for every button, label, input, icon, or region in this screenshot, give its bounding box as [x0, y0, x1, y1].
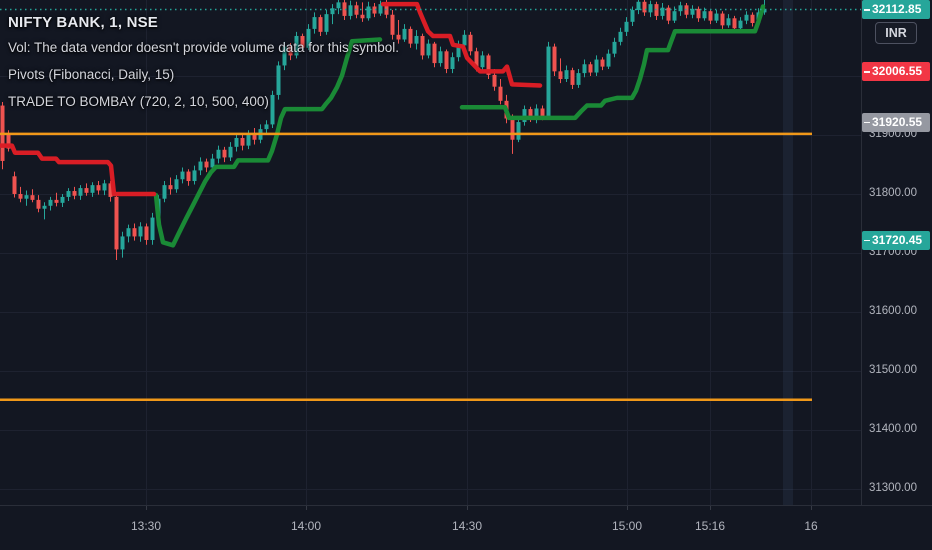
time-axis-tick: [710, 506, 711, 510]
time-axis-tick: [467, 506, 468, 510]
legend-pivots-indicator[interactable]: Pivots (Fibonacci, Daily, 15): [8, 67, 175, 82]
time-axis-label: 15:00: [611, 519, 643, 533]
session-highlight-band: [783, 0, 793, 505]
price-axis[interactable]: 31900.00 31800.00 31700.00 31600.00 31500.00…: [861, 0, 932, 506]
axis-tick: [864, 71, 870, 73]
indicator-teal-badge: 31720.45: [862, 230, 930, 250]
axis-tick: [864, 9, 870, 11]
supertrend-up-line: [153, 4, 766, 248]
price-axis-label: 31800.00: [869, 186, 917, 199]
symbol-title[interactable]: NIFTY BANK, 1, NSE: [8, 14, 159, 31]
legend-strategy-indicator[interactable]: TRADE TO BOMBAY (720, 2, 10, 500, 400): [8, 94, 269, 109]
time-axis-tick: [811, 506, 812, 510]
price-axis-label: 31600.00: [869, 304, 917, 317]
supertrend-down-line: [0, 1, 543, 197]
price-axis-label: 31500.00: [869, 363, 917, 376]
time-axis-label: 13:30: [130, 519, 162, 533]
time-axis-tick: [146, 506, 147, 510]
time-axis-label: 16: [804, 519, 818, 533]
time-axis[interactable]: 13:30 14:00 14:30 15:00 15:16 16: [0, 505, 932, 550]
pivot-lines: [0, 132, 812, 402]
legend-volume-note[interactable]: Vol: The data vendor doesn't provide vol…: [8, 40, 400, 55]
axis-tick: [864, 239, 870, 242]
time-axis-label: 14:00: [290, 519, 322, 533]
pivot-badge: 31920.55: [862, 112, 930, 132]
indicator-red-badge: 32006.55: [862, 62, 930, 82]
last-price-badge: 32112.85: [862, 0, 930, 19]
time-axis-label: 15:16: [694, 519, 726, 533]
time-axis-tick: [306, 506, 307, 510]
time-axis-tick: [627, 506, 628, 510]
price-axis-label: 31400.00: [869, 422, 917, 435]
chart-legend: NIFTY BANK, 1, NSE Vol: The data vendor …: [8, 14, 399, 121]
grid-lines: [0, 0, 862, 505]
axis-tick: [864, 121, 870, 124]
currency-badge[interactable]: INR: [875, 21, 917, 44]
price-axis-label: 31300.00: [869, 481, 917, 494]
chart-plot[interactable]: [0, 0, 932, 506]
time-axis-label: 14:30: [451, 519, 483, 533]
